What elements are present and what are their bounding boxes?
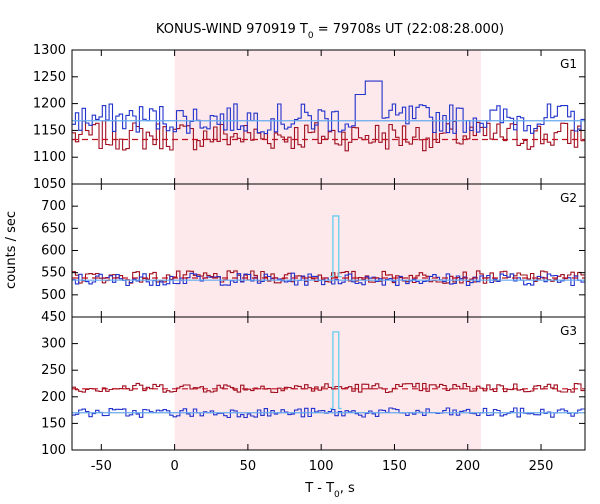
x-axis-label-subscript: 0: [334, 490, 340, 500]
x-tick-label: -50: [91, 459, 112, 474]
x-axis: -50 0 50 100 150 200 250: [91, 459, 554, 474]
y-tick-label: 1100: [33, 150, 66, 165]
panel-frame: [71, 316, 586, 451]
x-tick-label: 0: [170, 459, 178, 474]
panel-label: G3: [560, 324, 577, 338]
chart-title-rest: = 79708s UT (22:08:28.000): [314, 22, 504, 37]
y-tick-label: 1050: [33, 177, 66, 192]
x-axis-label: T - T0, s: [304, 481, 355, 500]
panel-label: G2: [560, 191, 577, 205]
interval-highlight: [174, 184, 481, 317]
panels-layer: 1050 1100 1150 1200 1250 1300 G1 450 500 550 600 65…: [33, 43, 586, 458]
y-tick-label: 600: [41, 244, 66, 259]
x-tick-label: 150: [382, 459, 407, 474]
y-tick-label: 1250: [33, 70, 66, 85]
y-tick-label: 300: [41, 337, 66, 352]
y-tick-label: 650: [41, 221, 66, 236]
spike-g3: [329, 331, 342, 410]
panel-g3: 100 150 200 250 300 G3: [41, 316, 586, 458]
x-axis-label-rest: , s: [340, 481, 355, 496]
panel-g1: 1050 1100 1150 1200 1250 1300 G1: [33, 43, 586, 192]
x-tick-label: 100: [309, 459, 334, 474]
y-tick-label: 550: [41, 266, 66, 281]
y-tick-label: 500: [41, 288, 66, 303]
red-series-g3: [72, 382, 585, 394]
x-axis-label-main: T - T: [304, 481, 334, 496]
y-tick-label: 450: [41, 310, 66, 325]
y-tick-label: 150: [41, 416, 66, 431]
y-tick-label: 700: [41, 199, 66, 214]
y-tick-label: 1200: [33, 97, 66, 112]
chart-title: KONUS-WIND 970919 T0 = 79708s UT (22:08:…: [156, 22, 504, 41]
y-tick-label: 250: [41, 363, 66, 378]
panel-label: G1: [560, 57, 577, 71]
x-tick-label: 50: [240, 459, 257, 474]
chart-title-main: KONUS-WIND 970919 T: [156, 22, 308, 37]
red-series-g1: [72, 120, 585, 152]
panel-g2: 450 500 550 600 650 700 G2: [41, 183, 586, 325]
x-tick-label: 250: [529, 459, 554, 474]
y-axis-label: counts / sec: [4, 211, 19, 289]
y-tick-label: 100: [41, 443, 66, 458]
y-tick-label: 200: [41, 390, 66, 405]
x-tick-label: 200: [455, 459, 480, 474]
chart-title-subscript: 0: [308, 31, 314, 41]
blue-series-g1: [72, 80, 585, 135]
y-tick-label: 1150: [33, 123, 66, 138]
spike-g2: [329, 215, 342, 278]
y-tick-label: 1300: [33, 43, 66, 58]
